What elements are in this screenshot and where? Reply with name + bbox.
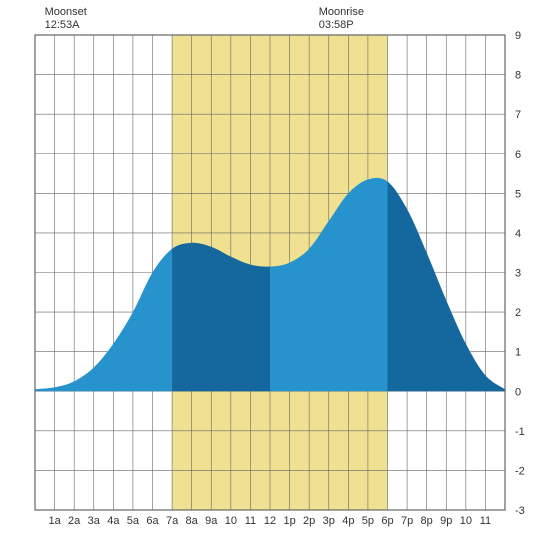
y-tick-label: 4: [515, 228, 521, 240]
moonrise-label: Moonrise: [319, 6, 364, 18]
x-tick-label: 11: [480, 515, 491, 527]
x-tick-label: 5p: [362, 515, 374, 527]
tide-chart: 1a2a3a4a5a6a7a8a9a1011121p2p3p4p5p6p7p8p…: [0, 0, 550, 550]
x-tick-label: 2a: [68, 515, 81, 527]
y-tick-label: 6: [515, 149, 521, 161]
x-tick-label: 9a: [205, 515, 218, 527]
x-tick-label: 4a: [107, 515, 120, 527]
y-tick-label: -3: [515, 505, 525, 517]
y-tick-label: 1: [515, 347, 521, 359]
moonset-label: Moonset: [45, 6, 87, 18]
x-tick-label: 9p: [440, 515, 452, 527]
x-tick-label: 11: [245, 515, 256, 527]
chart-svg: 1a2a3a4a5a6a7a8a9a1011121p2p3p4p5p6p7p8p…: [0, 0, 550, 550]
x-tick-label: 6p: [381, 515, 393, 527]
x-tick-label: 2p: [303, 515, 315, 527]
x-tick-label: 10: [460, 515, 472, 527]
y-tick-label: -2: [515, 465, 525, 477]
y-tick-label: 9: [515, 30, 521, 42]
moonrise-time: 03:58P: [319, 19, 354, 31]
x-tick-label: 7a: [166, 515, 179, 527]
x-tick-label: 3p: [323, 515, 335, 527]
y-tick-label: 0: [515, 386, 521, 398]
x-tick-label: 12: [264, 515, 276, 527]
x-tick-label: 3a: [88, 515, 101, 527]
moonset-time: 12:53A: [45, 19, 81, 31]
y-tick-label: 2: [515, 307, 521, 319]
x-tick-label: 5a: [127, 515, 140, 527]
x-tick-label: 4p: [342, 515, 354, 527]
x-tick-label: 8p: [421, 515, 433, 527]
x-tick-label: 6a: [146, 515, 159, 527]
y-tick-label: 8: [515, 70, 521, 82]
x-tick-label: 8a: [186, 515, 199, 527]
x-tick-label: 7p: [401, 515, 413, 527]
y-tick-label: 7: [515, 109, 521, 121]
y-tick-label: 3: [515, 268, 521, 280]
x-tick-label: 1a: [48, 515, 61, 527]
y-tick-label: -1: [515, 426, 525, 438]
x-tick-label: 10: [225, 515, 237, 527]
y-tick-label: 5: [515, 188, 521, 200]
x-tick-label: 1p: [283, 515, 295, 527]
